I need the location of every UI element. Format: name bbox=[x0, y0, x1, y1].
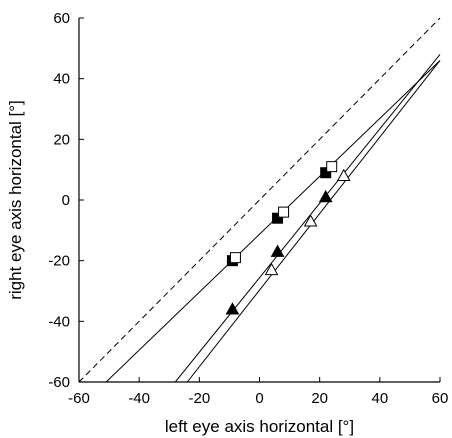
identity-reference-line bbox=[78, 17, 441, 383]
filled-triangle-point bbox=[318, 189, 333, 203]
filled-triangle-point bbox=[225, 302, 240, 315]
lines-layer bbox=[78, 17, 441, 383]
x-tick-label: 40 bbox=[371, 390, 388, 407]
y-tick-label: -40 bbox=[48, 313, 70, 330]
x-tick-label: -40 bbox=[128, 390, 150, 407]
y-axis-label: right eye axis horizontal [°] bbox=[6, 100, 25, 300]
x-ticks: -60 -40 -20 0 20 40 60 bbox=[68, 377, 448, 407]
y-tick-label: 20 bbox=[53, 131, 70, 148]
x-tick-label: 20 bbox=[311, 390, 328, 407]
x-tick-label: -60 bbox=[68, 390, 90, 407]
open-square-point bbox=[278, 206, 290, 218]
open-triangle-point bbox=[336, 168, 351, 182]
x-tick-label: 0 bbox=[255, 390, 263, 407]
y-tick-label: -20 bbox=[48, 253, 70, 270]
x-tick-label: -20 bbox=[188, 390, 210, 407]
y-tick-label: -60 bbox=[48, 374, 70, 391]
filled-triangle-point bbox=[270, 244, 285, 257]
y-tick-label: 60 bbox=[53, 10, 70, 27]
filled-square-point bbox=[272, 212, 284, 224]
markers-layer bbox=[225, 161, 351, 315]
open-triangle-point bbox=[264, 262, 279, 276]
filled-square-point bbox=[320, 167, 332, 179]
x-axis-label: left eye axis horizontal [°] bbox=[165, 417, 354, 436]
open-square-point bbox=[229, 252, 241, 264]
x-tick-label: 60 bbox=[432, 390, 449, 407]
fit-line-2 bbox=[174, 54, 441, 383]
open-square-point bbox=[326, 161, 338, 173]
y-tick-label: 40 bbox=[53, 71, 70, 88]
open-triangle-point bbox=[303, 214, 318, 227]
y-tick-label: 0 bbox=[62, 192, 70, 209]
y-ticks: -60 -40 -20 0 20 40 60 bbox=[48, 10, 84, 391]
